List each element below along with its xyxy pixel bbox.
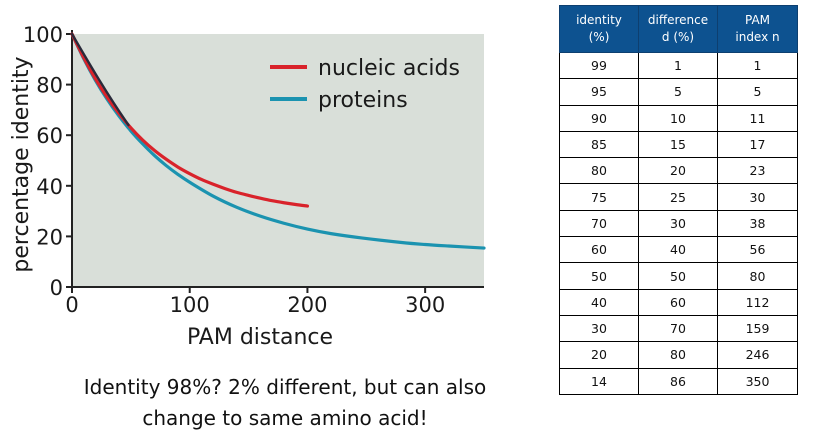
cell-difference: 10 [638, 104, 718, 132]
table-row: 90 10 11 [559, 104, 798, 132]
cell-identity: 14 [559, 367, 639, 395]
cell-identity: 30 [559, 314, 639, 343]
cell-pam-index: 23 [717, 157, 798, 185]
x-tick-label: 300 [405, 293, 445, 317]
cell-identity: 80 [559, 157, 639, 185]
cell-difference: 80 [638, 341, 718, 369]
header-difference: difference d (%) [638, 5, 718, 53]
table-row: 20 80 246 [559, 341, 798, 369]
cell-difference: 40 [638, 236, 718, 264]
cell-pam-index: 159 [717, 314, 798, 343]
cell-pam-index: 38 [717, 209, 798, 238]
y-tick-label: 40 [36, 175, 63, 199]
cell-difference: 15 [638, 130, 718, 159]
y-tick-label: 20 [36, 225, 63, 249]
table-row: 80 20 23 [559, 157, 798, 185]
cell-identity: 90 [559, 104, 639, 132]
x-tick-label: 100 [170, 293, 210, 317]
table-row: 95 5 5 [559, 78, 798, 106]
overlap-segment [70, 32, 130, 127]
legend: nucleic acids proteins [270, 56, 460, 113]
cell-difference: 30 [638, 209, 718, 238]
cell-pam-index: 5 [717, 78, 798, 106]
cell-difference: 5 [638, 78, 718, 106]
y-tick-label: 80 [36, 74, 63, 98]
cell-difference: 25 [638, 183, 718, 211]
caption: Identity 98%? 2% different, but can also… [20, 372, 550, 434]
header-pam-index: PAM index n [717, 5, 798, 53]
table-row: 85 15 17 [559, 130, 798, 159]
table-row: 99 1 1 [559, 51, 798, 80]
cell-pam-index: 246 [717, 341, 798, 369]
table-row: 50 50 80 [559, 262, 798, 290]
cell-difference: 60 [638, 288, 718, 316]
cell-difference: 70 [638, 314, 718, 343]
pam-identity-chart: 0 100 200 300 0 20 40 60 80 100 nucleic acids prot… [9, 23, 486, 350]
cell-pam-index: 11 [717, 104, 798, 132]
table-row: 40 60 112 [559, 288, 798, 316]
table-row: 70 30 38 [559, 209, 798, 238]
caption-line-2: change to same amino acid! [142, 406, 428, 430]
table-row: 30 70 159 [559, 314, 798, 343]
cell-difference: 1 [638, 51, 718, 80]
cell-difference: 86 [638, 367, 718, 395]
series-lines [70, 32, 486, 250]
table-row: 60 40 56 [559, 236, 798, 264]
legend-label: proteins [318, 88, 408, 113]
cell-identity: 70 [559, 209, 639, 238]
table-row: 75 25 30 [559, 183, 798, 211]
x-tick-label: 200 [287, 293, 327, 317]
y-tick-label: 100 [23, 23, 63, 47]
cell-identity: 99 [559, 51, 639, 80]
cell-difference: 20 [638, 157, 718, 185]
cell-identity: 40 [559, 288, 639, 316]
cell-pam-index: 112 [717, 288, 798, 316]
tick-labels: 0 100 200 300 0 20 40 60 80 100 [23, 23, 445, 317]
cell-pam-index: 1 [717, 51, 798, 80]
y-tick-label: 60 [36, 124, 63, 148]
cell-identity: 75 [559, 183, 639, 211]
table-header-row: identity (%) difference d (%) PAM index … [559, 5, 798, 53]
table-body: 99 1 1 95 5 5 90 10 11 85 15 17 80 20 23 75 25 30 70 30 38 60… [559, 51, 798, 395]
cell-difference: 50 [638, 262, 718, 290]
table-row: 14 86 350 [559, 367, 798, 395]
cell-pam-index: 80 [717, 262, 798, 290]
cell-identity: 95 [559, 78, 639, 106]
y-tick-label: 0 [50, 276, 63, 300]
pam-table: identity (%) difference d (%) PAM index … [559, 5, 798, 395]
caption-line-1: Identity 98%? 2% different, but can also [83, 375, 487, 399]
x-axis-label: PAM distance [187, 325, 333, 350]
cell-pam-index: 56 [717, 236, 798, 264]
legend-label: nucleic acids [318, 56, 460, 81]
header-identity: identity (%) [559, 5, 639, 53]
y-axis-label: percentage identity [9, 56, 34, 272]
cell-pam-index: 350 [717, 367, 798, 395]
axes [66, 30, 484, 293]
cell-identity: 60 [559, 236, 639, 264]
x-tick-label: 0 [65, 293, 78, 317]
cell-identity: 50 [559, 262, 639, 290]
cell-pam-index: 30 [717, 183, 798, 211]
cell-identity: 20 [559, 341, 639, 369]
cell-pam-index: 17 [717, 130, 798, 159]
cell-identity: 85 [559, 130, 639, 159]
series-line-nucleic-acids [70, 32, 310, 208]
